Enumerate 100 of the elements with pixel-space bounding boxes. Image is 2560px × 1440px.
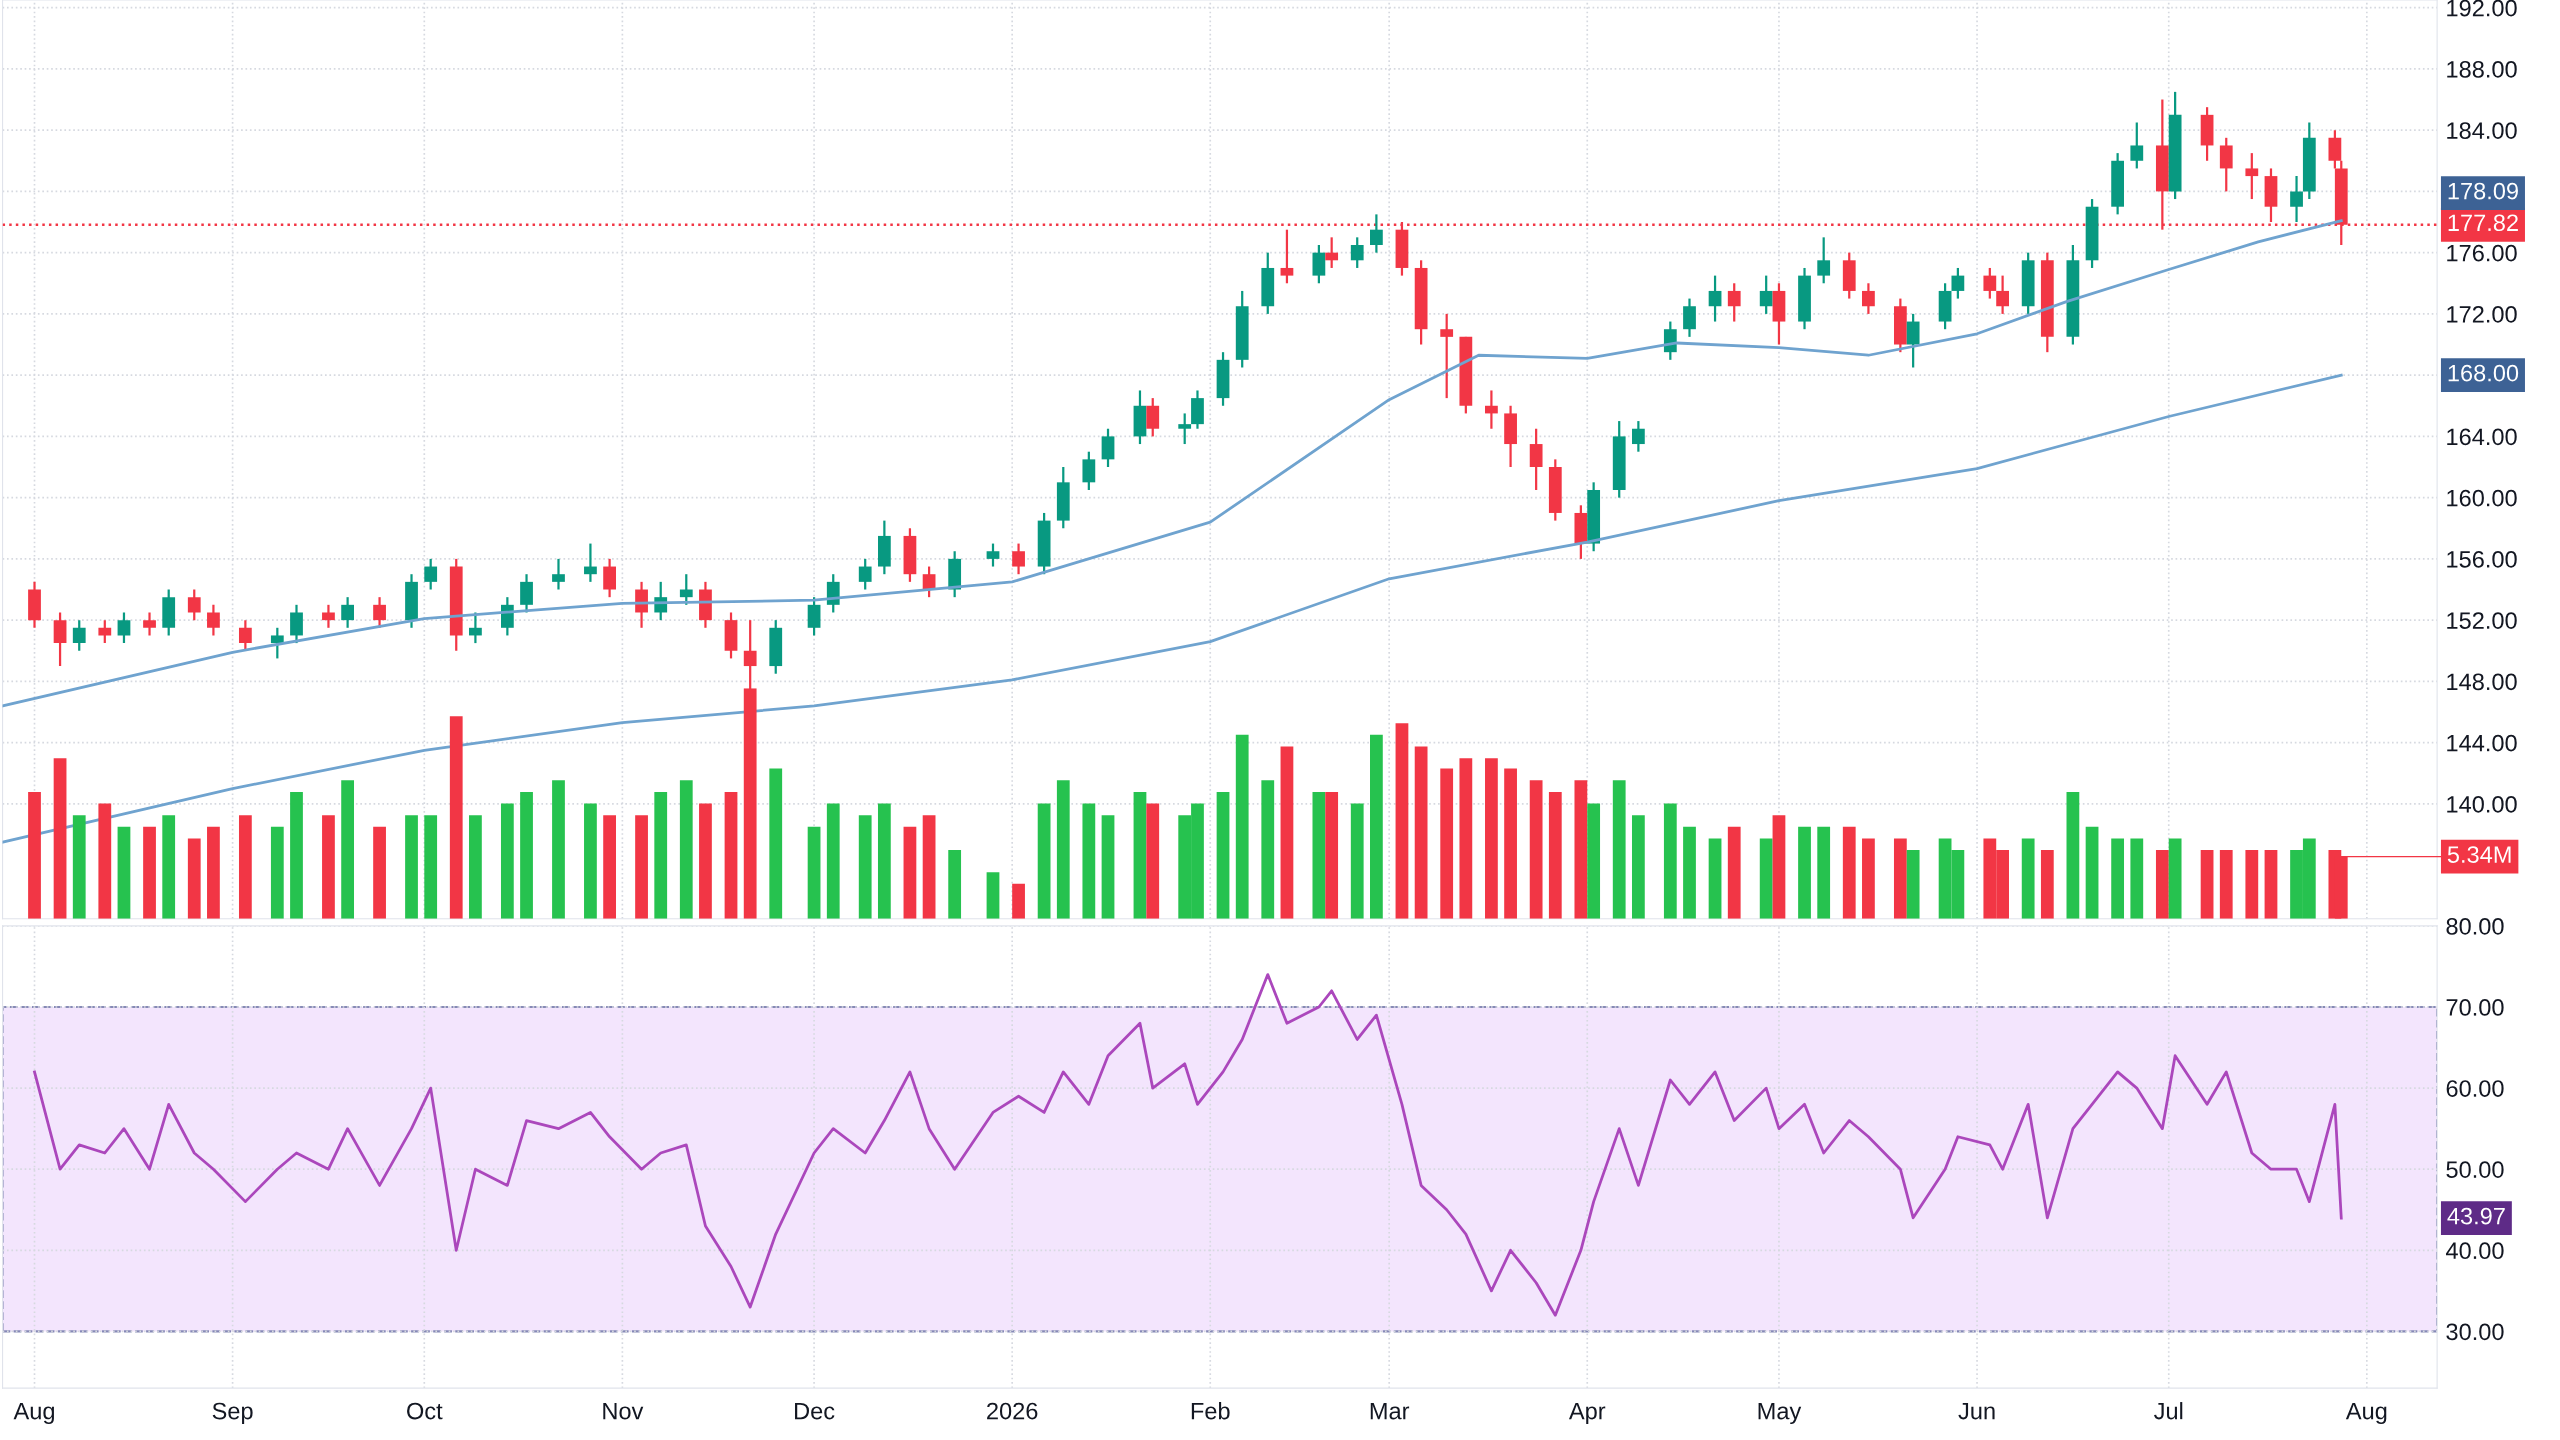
candlestick xyxy=(679,573,693,606)
y-tick-label: 30.00 xyxy=(2446,1323,2504,1341)
bar xyxy=(53,758,67,919)
x-tick-label: Mar xyxy=(1370,1402,1410,1420)
bar xyxy=(1325,791,1339,919)
candlestick xyxy=(807,596,821,637)
bar xyxy=(903,826,917,919)
bar xyxy=(2200,850,2214,919)
candlestick xyxy=(1485,389,1498,430)
y-tick-label: 140.00 xyxy=(2447,795,2517,813)
bar xyxy=(724,791,738,919)
bar xyxy=(1708,838,1722,919)
candlestick xyxy=(98,619,112,645)
candlestick xyxy=(238,619,252,652)
bar xyxy=(654,791,668,919)
bar xyxy=(2066,791,2080,919)
bar xyxy=(1350,803,1364,919)
bar xyxy=(373,826,386,919)
bar xyxy=(1727,826,1741,919)
bar xyxy=(877,803,891,919)
y-tick-label: 148.00 xyxy=(2447,673,2517,691)
bar xyxy=(469,815,482,919)
y-tick-label: 192.00 xyxy=(2447,0,2517,17)
bar xyxy=(405,815,418,919)
bar xyxy=(72,815,86,919)
bar xyxy=(1842,826,1856,919)
bar xyxy=(117,826,131,919)
bar xyxy=(1012,883,1025,919)
bar xyxy=(162,815,176,919)
bar xyxy=(1280,746,1294,919)
candlestick xyxy=(469,611,482,645)
bar xyxy=(1612,780,1626,919)
candlestick xyxy=(2245,152,2259,201)
text: 43.97 xyxy=(2447,1207,2505,1225)
bar xyxy=(2021,838,2035,919)
candlestick xyxy=(1440,312,1454,400)
x-tick-label: Aug xyxy=(13,1402,54,1425)
x-tick-label: Jun xyxy=(1958,1402,1995,1420)
bar xyxy=(1216,791,1230,919)
candlestick xyxy=(1146,397,1160,438)
x-tick-label: Aug xyxy=(2345,1402,2387,1425)
bar xyxy=(826,803,840,919)
candlestick xyxy=(1683,297,1696,338)
bar xyxy=(1862,838,1875,919)
candlestick xyxy=(1178,412,1192,446)
candlestick xyxy=(1951,266,1965,300)
candlestick xyxy=(53,611,67,668)
bar xyxy=(1082,803,1096,919)
bar xyxy=(1817,826,1831,919)
bar xyxy=(143,826,156,919)
data-label: 5.34M xyxy=(2447,846,2511,863)
candlestick xyxy=(1312,243,1326,285)
bar xyxy=(1312,791,1326,919)
candlestick xyxy=(1996,274,2009,316)
candlestick xyxy=(1280,228,1294,285)
candlestick xyxy=(1727,282,1741,323)
x-tick-label: Sep xyxy=(212,1402,253,1425)
bar xyxy=(207,826,220,919)
y-tick-label: 60.00 xyxy=(2446,1080,2504,1097)
x-tick-label: 2026 xyxy=(987,1402,1038,1420)
y-tick-label: 152.00 xyxy=(2447,612,2517,629)
bar xyxy=(986,872,1000,919)
bar xyxy=(2245,850,2259,919)
bar xyxy=(1101,815,1115,919)
candlestick xyxy=(1012,542,1025,576)
bar xyxy=(603,815,616,919)
candlestick xyxy=(187,588,201,622)
y-tick-label: 70.00 xyxy=(2446,999,2504,1016)
bar xyxy=(1414,746,1428,919)
bar xyxy=(1395,723,1409,919)
bar xyxy=(322,815,335,919)
candlestick xyxy=(117,611,131,645)
bar xyxy=(500,803,514,919)
candlestick xyxy=(1101,427,1115,469)
bar xyxy=(1485,758,1498,919)
bar xyxy=(1683,826,1696,919)
bar xyxy=(1906,850,1920,919)
bar xyxy=(270,826,284,919)
bar xyxy=(1548,791,1562,919)
y-tick-label: 188.00 xyxy=(2447,60,2517,78)
text: 168.00 xyxy=(2448,364,2519,382)
candlestick xyxy=(1082,450,1096,492)
bar xyxy=(187,838,201,919)
bar xyxy=(290,791,303,919)
candlestick xyxy=(858,557,872,591)
bar xyxy=(2085,826,2099,919)
bar xyxy=(699,803,712,919)
bar xyxy=(2264,850,2278,919)
bar xyxy=(922,815,936,919)
bar xyxy=(1370,734,1383,919)
candlestick xyxy=(2290,174,2303,224)
bar xyxy=(238,815,252,919)
bar xyxy=(858,815,872,919)
candlestick xyxy=(986,542,1000,568)
candlestick xyxy=(603,557,616,599)
bar xyxy=(2130,838,2144,919)
bar xyxy=(1663,803,1677,919)
candlestick xyxy=(1708,274,1722,323)
bar xyxy=(2219,850,2233,919)
bar xyxy=(1574,780,1588,919)
